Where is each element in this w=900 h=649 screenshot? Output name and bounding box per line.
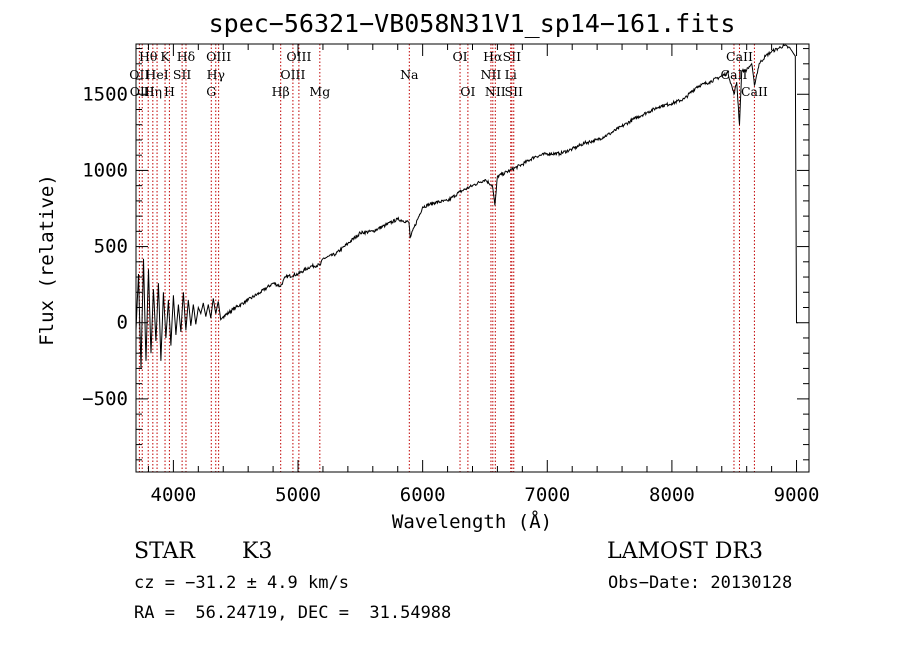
x-tick-label: 8000: [649, 484, 695, 506]
y-axis-ticks: −500 0 500 1000 1500: [82, 48, 809, 461]
line-marker-label: Hα: [483, 49, 503, 64]
object-subclass: K3: [242, 539, 273, 564]
x-tick-label: 6000: [400, 484, 446, 506]
y-tick-label: 0: [117, 312, 128, 334]
line-marker-label: NII: [485, 84, 506, 99]
y-tick-label: 500: [94, 236, 128, 258]
y-tick-label: 1500: [82, 83, 128, 105]
object-class: STAR: [134, 539, 195, 564]
line-marker-label: CaII: [726, 49, 753, 64]
line-marker-label: Li: [505, 67, 517, 82]
chart-title: spec−56321−VB058N31V1_sp14−161.fits: [209, 9, 736, 38]
line-marker-label: H: [164, 84, 175, 99]
line-marker-label: NII: [481, 67, 502, 82]
line-marker-label: Hθ: [139, 49, 157, 64]
line-marker-label: OII: [129, 67, 149, 82]
y-axis-label: Flux (relative): [36, 174, 58, 346]
line-marker-label: CaII: [741, 84, 768, 99]
x-tick-label: 9000: [774, 484, 820, 506]
velocity-readout: cz = −31.2 ± 4.9 km/s: [134, 573, 349, 593]
line-marker-label: Na: [400, 67, 419, 82]
line-marker-label: OIII: [280, 67, 305, 82]
flux-series-line: [135, 43, 798, 369]
coordinates-readout: RA = 56.24719, DEC = 31.54988: [134, 603, 452, 623]
line-marker-label: OIII: [206, 49, 231, 64]
x-tick-label: 4000: [151, 484, 197, 506]
line-marker-label: OIII: [286, 49, 311, 64]
plot-frame: [135, 43, 810, 473]
obs-date: Obs−Date: 20130128: [608, 573, 793, 593]
line-marker-label: K: [160, 49, 170, 64]
line-marker-label: OI: [460, 84, 475, 99]
line-marker-label: SII: [503, 49, 522, 64]
survey-name: LAMOST DR3: [607, 539, 763, 564]
x-axis-label: Wavelength (Å): [392, 510, 552, 533]
line-marker-label: HeI: [145, 67, 168, 82]
line-marker-label: Hδ: [177, 49, 195, 64]
line-marker-label: Mg: [309, 84, 330, 99]
line-marker-label: G: [206, 84, 216, 99]
line-markers: OIIOIIIHθHηHeIKHSIIHδGHγOIIIHβOIIIOIIIMg…: [129, 44, 768, 472]
line-marker-label: OI: [452, 49, 467, 64]
y-tick-label: −500: [82, 388, 128, 410]
x-axis-ticks: 4000 5000 6000 7000 8000 9000: [147, 44, 820, 506]
y-tick-label: 1000: [82, 159, 128, 181]
line-marker-label: Hη: [144, 84, 162, 99]
x-tick-label: 7000: [524, 484, 570, 506]
line-marker-label: CaII: [721, 67, 748, 82]
line-marker-label: SII: [505, 84, 524, 99]
line-marker-label: Hβ: [272, 84, 290, 99]
line-marker-label: Hγ: [207, 67, 225, 82]
line-marker-label: SII: [173, 67, 192, 82]
x-tick-label: 5000: [275, 484, 321, 506]
